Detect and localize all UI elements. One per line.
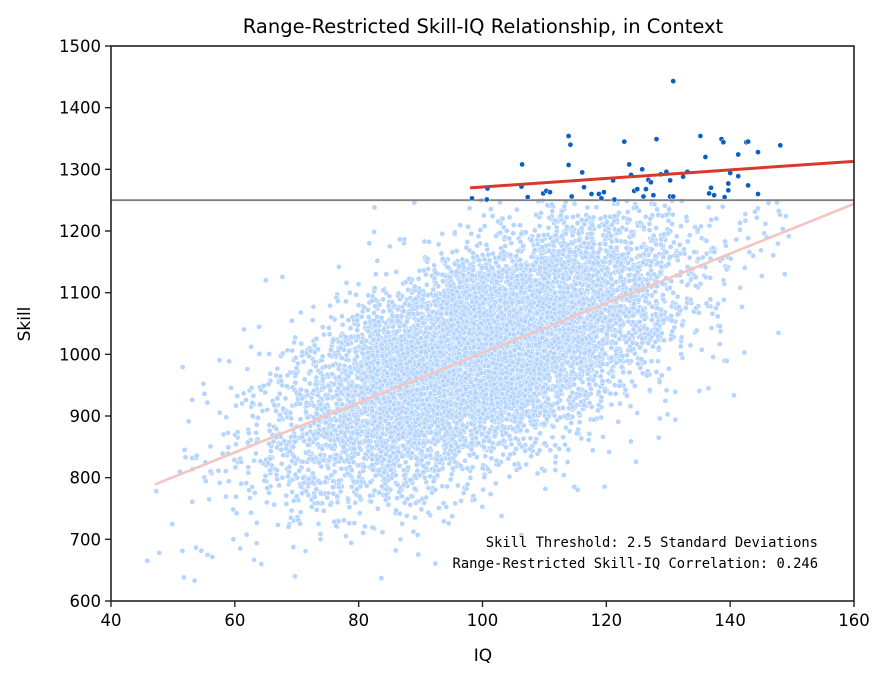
x-tick-label: 40 (101, 611, 122, 630)
y-axis-label: Skill (15, 307, 35, 342)
x-tick-label: 160 (838, 611, 870, 630)
y-tick-label: 700 (70, 530, 102, 549)
x-tick-label: 100 (467, 611, 499, 630)
x-tick-label: 120 (591, 611, 623, 630)
y-tick-label: 800 (70, 469, 102, 488)
restricted-fit-line (470, 159, 855, 190)
x-tick-label: 140 (714, 611, 746, 630)
y-tick-label: 1300 (59, 160, 101, 179)
correlation-annotation: Range-Restricted Skill-IQ Correlation: 0… (453, 556, 818, 572)
y-tick-label: 1500 (59, 37, 101, 56)
threshold-annotation: Skill Threshold: 2.5 Standard Deviations (486, 535, 818, 551)
plot-area (111, 78, 855, 584)
population-points (144, 197, 792, 584)
population-fit-line (154, 202, 855, 486)
x-tick-label: 60 (224, 611, 245, 630)
chart-title: Range-Restricted Skill-IQ Relationship, … (243, 15, 724, 38)
x-axis: 40 60 80 100 120 140 160 (101, 601, 870, 630)
x-axis-label: IQ (474, 646, 492, 666)
y-tick-label: 600 (70, 592, 102, 611)
y-tick-label: 1000 (59, 345, 101, 364)
y-tick-label: 1400 (59, 99, 101, 118)
y-axis: 600 700 800 900 1000 1100 1200 1300 1400 1500 (59, 37, 111, 611)
y-tick-label: 1100 (59, 284, 101, 303)
x-tick-label: 80 (348, 611, 369, 630)
y-tick-label: 900 (70, 407, 102, 426)
y-tick-label: 1200 (59, 222, 101, 241)
